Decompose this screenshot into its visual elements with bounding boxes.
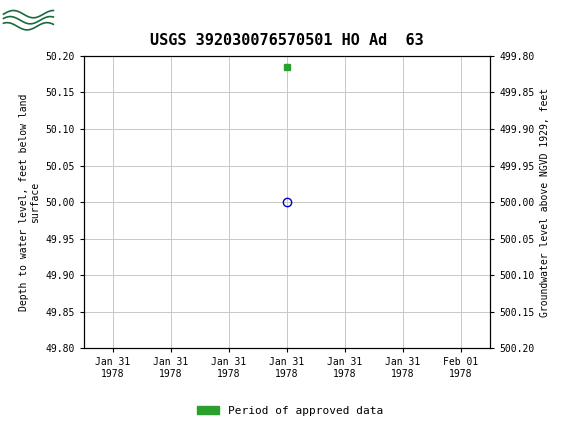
Text: USGS: USGS <box>61 11 116 29</box>
FancyBboxPatch shape <box>3 3 55 37</box>
Title: USGS 392030076570501 HO Ad  63: USGS 392030076570501 HO Ad 63 <box>150 33 424 48</box>
Legend: Period of approved data: Period of approved data <box>193 401 387 420</box>
Y-axis label: Groundwater level above NGVD 1929, feet: Groundwater level above NGVD 1929, feet <box>540 88 550 316</box>
Y-axis label: Depth to water level, feet below land
surface: Depth to water level, feet below land su… <box>19 93 40 311</box>
